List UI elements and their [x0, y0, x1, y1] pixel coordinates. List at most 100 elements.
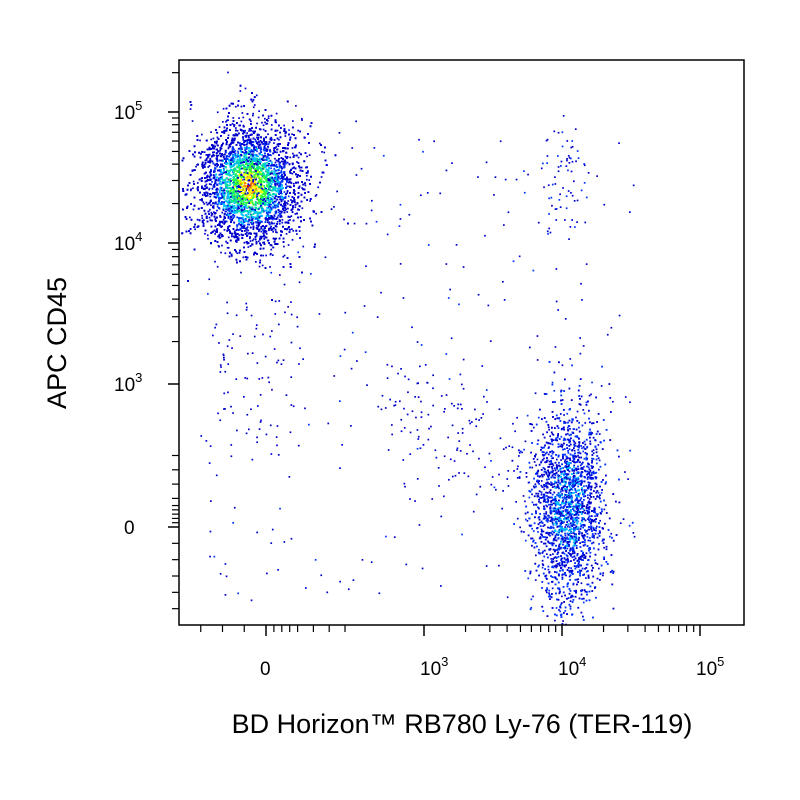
event-dot	[256, 136, 258, 139]
event-dot	[199, 199, 201, 201]
event-dot	[290, 186, 292, 189]
event-dot	[297, 129, 299, 132]
event-dot	[304, 184, 307, 187]
event-dot	[205, 159, 208, 161]
event-dot	[242, 201, 245, 203]
event-dot	[213, 211, 215, 214]
event-dot	[231, 255, 233, 257]
event-dot	[243, 218, 246, 221]
event-dot	[223, 220, 226, 223]
event-dot	[236, 129, 239, 132]
event-dot	[262, 168, 265, 170]
event-dot	[258, 208, 260, 210]
event-dot	[242, 138, 245, 140]
event-dot	[222, 167, 225, 170]
event-dot	[284, 197, 287, 200]
event-dot	[220, 147, 223, 150]
event-dot	[221, 163, 224, 166]
event-dot	[219, 159, 222, 162]
event-dot	[221, 181, 224, 184]
event-dot	[258, 110, 260, 112]
event-dot	[242, 196, 244, 198]
event-dot	[207, 237, 209, 240]
event-dot	[286, 203, 289, 205]
event-dot	[203, 219, 205, 221]
event-dot	[254, 196, 257, 199]
event-dot	[256, 182, 259, 185]
event-dot	[276, 231, 278, 234]
event-dot	[210, 183, 212, 186]
event-dot	[224, 178, 227, 181]
event-dot	[233, 148, 235, 151]
event-dot	[255, 176, 257, 179]
event-dot	[192, 187, 194, 190]
event-dot	[314, 195, 317, 197]
event-dot	[294, 201, 296, 204]
event-dot	[208, 188, 210, 191]
event-dot	[210, 173, 212, 176]
event-dot	[232, 206, 235, 209]
event-dot	[244, 178, 247, 181]
event-dot	[220, 235, 223, 238]
event-dot	[227, 247, 230, 249]
event-dot	[227, 178, 230, 181]
event-dot	[224, 181, 227, 184]
event-dot	[297, 156, 300, 159]
event-dot	[211, 219, 213, 222]
event-dot	[216, 160, 219, 163]
event-dot	[287, 207, 289, 210]
event-dot	[256, 150, 258, 153]
event-dot	[307, 170, 309, 172]
event-dot	[261, 193, 264, 195]
event-dot	[252, 106, 255, 109]
event-dot	[209, 157, 212, 160]
event-dot	[222, 121, 224, 123]
event-dot	[301, 119, 303, 121]
event-dot	[233, 180, 235, 182]
event-dot	[266, 162, 268, 164]
event-dot	[290, 182, 293, 184]
event-dot	[223, 171, 226, 174]
event-dot	[218, 126, 221, 128]
event-dot	[283, 245, 285, 248]
event-dot	[240, 146, 243, 149]
event-dot	[333, 206, 335, 208]
event-dot	[233, 187, 235, 190]
event-dot	[291, 147, 294, 149]
event-dot	[228, 201, 231, 204]
event-dot	[272, 198, 274, 201]
event-dot	[278, 138, 280, 141]
event-dot	[239, 203, 242, 206]
event-dot	[280, 212, 283, 214]
event-dot	[227, 147, 230, 150]
event-dot	[254, 204, 257, 206]
event-dot	[244, 201, 246, 204]
event-dot	[261, 167, 264, 170]
event-dot	[290, 199, 292, 201]
event-dot	[262, 128, 265, 131]
event-dot	[250, 159, 252, 162]
event-dot	[225, 210, 227, 213]
event-dot	[214, 260, 216, 263]
event-dot	[271, 200, 273, 202]
event-dot	[238, 117, 240, 119]
event-dot	[247, 210, 250, 212]
event-dot	[260, 164, 263, 167]
event-dot	[276, 204, 279, 207]
event-dot	[225, 142, 228, 145]
event-dot	[219, 214, 221, 217]
event-dot	[242, 234, 245, 236]
event-dot	[205, 157, 208, 160]
event-dot	[230, 174, 233, 177]
event-dot	[214, 219, 217, 221]
event-dot	[241, 204, 243, 207]
event-dot	[285, 208, 288, 211]
event-dot	[254, 173, 257, 175]
event-dot	[262, 143, 264, 145]
event-dot	[278, 167, 281, 169]
event-dot	[266, 192, 268, 195]
event-dot	[207, 166, 210, 168]
event-dot	[263, 159, 266, 161]
event-dot	[287, 181, 290, 184]
